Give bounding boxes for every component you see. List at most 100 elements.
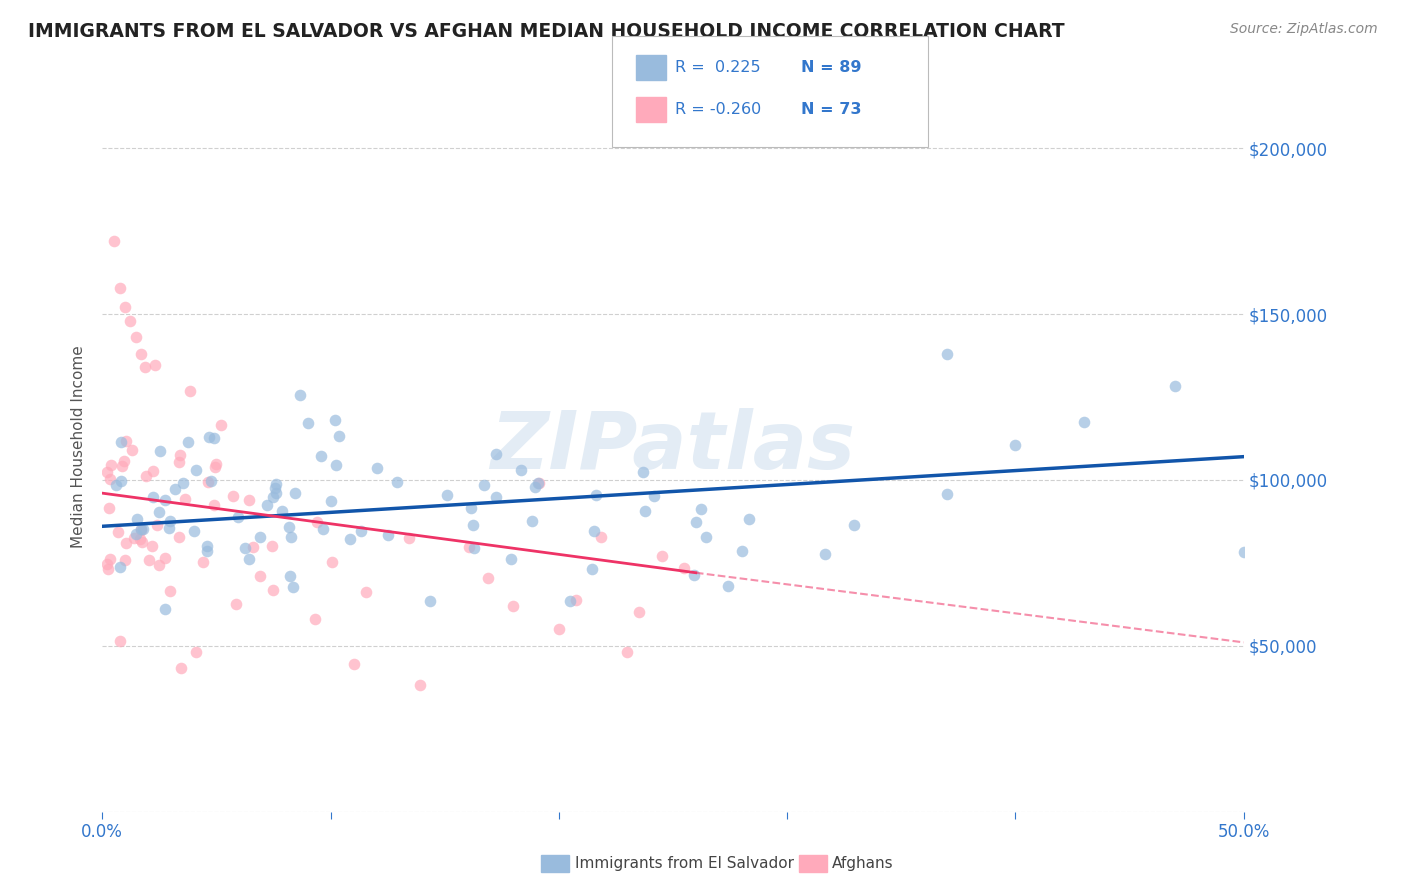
Point <box>527 476 550 491</box>
Point <box>547 622 569 636</box>
Point <box>278 569 301 583</box>
Point <box>520 514 543 528</box>
Point <box>148 505 170 519</box>
Point <box>96 557 118 571</box>
Y-axis label: Median Household Income: Median Household Income <box>72 345 86 548</box>
Point <box>110 634 132 648</box>
Text: Afghans: Afghans <box>832 856 894 871</box>
Point <box>477 571 499 585</box>
Point <box>321 494 343 508</box>
Point <box>114 552 136 566</box>
Point <box>184 645 207 659</box>
Point <box>682 567 704 582</box>
Point <box>366 461 388 475</box>
Point <box>524 480 547 494</box>
Point <box>304 612 326 626</box>
Point <box>191 555 214 569</box>
Point <box>281 580 304 594</box>
Text: Immigrants from El Salvador: Immigrants from El Salvador <box>575 856 794 871</box>
Point <box>737 512 759 526</box>
Point <box>256 498 278 512</box>
Point <box>262 491 284 505</box>
Point <box>157 521 180 535</box>
Point <box>350 524 373 539</box>
Point <box>183 524 205 538</box>
Point <box>307 516 329 530</box>
Point <box>264 485 287 500</box>
Point <box>177 435 200 450</box>
Point <box>1233 545 1256 559</box>
Point <box>558 594 581 608</box>
Point <box>98 551 121 566</box>
Point <box>159 514 181 528</box>
Point <box>110 560 132 574</box>
Point <box>695 530 717 544</box>
Point <box>461 517 484 532</box>
Point <box>195 539 218 553</box>
Point <box>165 482 187 496</box>
Point <box>280 530 302 544</box>
Point <box>581 561 603 575</box>
Point <box>264 476 287 491</box>
Point <box>1278 424 1301 438</box>
Point <box>673 561 696 575</box>
Point <box>138 553 160 567</box>
Point <box>731 544 754 558</box>
Point <box>110 434 132 449</box>
Point <box>354 585 377 599</box>
Point <box>260 539 283 553</box>
Point <box>205 457 228 471</box>
Point <box>179 384 201 399</box>
Point <box>585 488 607 502</box>
Point <box>565 593 588 607</box>
Point <box>238 493 260 508</box>
Point <box>110 475 132 489</box>
Point <box>167 455 190 469</box>
Point <box>122 531 145 545</box>
Point <box>463 541 485 556</box>
Point <box>170 660 193 674</box>
Point <box>238 551 260 566</box>
Point <box>377 528 399 542</box>
Point <box>129 522 152 536</box>
Point <box>98 472 121 486</box>
Point <box>284 485 307 500</box>
Point <box>115 536 138 550</box>
Point <box>204 460 226 475</box>
Point <box>589 530 612 544</box>
Point <box>651 549 673 563</box>
Point <box>209 417 232 432</box>
Point <box>167 530 190 544</box>
Point <box>936 347 959 361</box>
Point <box>717 579 740 593</box>
Text: R = -0.260: R = -0.260 <box>675 103 761 117</box>
Point <box>198 429 221 443</box>
Point <box>328 429 350 443</box>
Point <box>311 450 333 464</box>
Point <box>131 535 153 549</box>
Point <box>242 541 264 555</box>
Point <box>125 330 148 344</box>
Point <box>844 518 866 533</box>
Point <box>633 465 655 479</box>
Point <box>128 532 150 546</box>
Point <box>132 522 155 536</box>
Point <box>124 527 146 541</box>
Point <box>233 541 256 555</box>
Point <box>142 490 165 504</box>
Point <box>249 569 271 583</box>
Point <box>1073 415 1095 429</box>
Text: R =  0.225: R = 0.225 <box>675 61 761 75</box>
Point <box>149 443 172 458</box>
Point <box>200 474 222 488</box>
Point <box>634 504 657 518</box>
Point <box>312 522 335 536</box>
Point <box>627 605 650 619</box>
Point <box>1004 438 1026 452</box>
Point <box>226 510 249 524</box>
Point <box>148 558 170 572</box>
Point <box>197 475 219 489</box>
Point <box>321 556 343 570</box>
Point <box>419 594 441 608</box>
Point <box>169 448 191 462</box>
